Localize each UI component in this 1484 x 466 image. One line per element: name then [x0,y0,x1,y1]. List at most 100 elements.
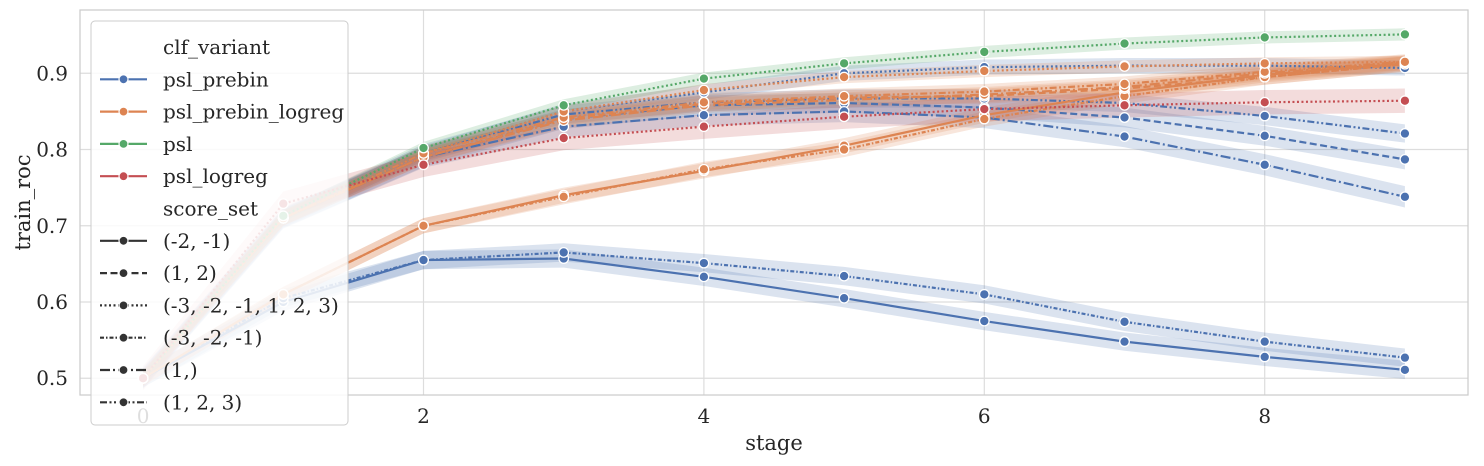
data-point [1399,153,1411,165]
data-point [838,71,850,83]
data-point [1399,364,1411,376]
series-line [142,251,1406,380]
data-point [1399,352,1411,364]
data-point [1259,159,1271,171]
data-point [698,109,710,121]
data-point [978,315,990,327]
confidence-band [143,88,1405,391]
legend-marker [118,397,129,408]
series-lines [142,33,1406,380]
data-point [698,84,710,96]
data-point [978,103,990,115]
series-line [142,60,1405,379]
data-point [558,99,570,111]
data-point [418,254,429,266]
legend-marker [118,171,129,182]
data-point [1259,31,1271,43]
data-point [838,144,850,155]
legend-label: psl [163,132,192,156]
y-tick-label: 0.7 [36,214,68,238]
data-point [698,257,710,269]
data-point [698,73,710,85]
legend-style-title: score_set [163,197,258,221]
confidence-band [143,58,1405,386]
data-point [978,113,990,125]
x-axis-label: stage [745,431,803,455]
data-point [1119,78,1130,90]
y-axis-label: train_roc [11,154,35,250]
y-tick-label: 0.9 [36,61,68,85]
data-point [1119,336,1130,348]
data-point [698,271,710,283]
data-point [1399,56,1411,68]
data-point [1259,57,1271,69]
data-point [1119,99,1130,111]
data-point [418,220,429,232]
data-point [698,121,710,133]
legend-label: psl_logreg [163,164,268,188]
legend-marker [118,332,129,343]
data-point [1399,95,1411,107]
series-line [142,257,1406,380]
data-point [838,292,850,304]
legend-box [90,20,349,426]
legend-marker [118,300,129,311]
series-line [142,63,1406,380]
legend-hue-title: clf_variant [163,35,270,59]
series-line [142,99,1405,379]
data-point [838,90,850,102]
data-point [1119,316,1130,328]
data-point [1259,96,1271,108]
data-point [978,86,990,98]
data-point [1259,351,1271,363]
legend-label: (-2, -1) [163,229,230,253]
legend-label: psl_prebin_logreg [163,100,344,124]
legend-marker [118,268,129,279]
data-point [558,246,570,258]
y-tick-label: 0.8 [36,138,68,162]
series-line [142,60,1405,379]
legend-marker [118,106,129,117]
legend-marker [118,74,129,85]
plot-frame [79,9,1469,396]
x-tick-label: 2 [417,404,430,428]
x-tick-label: 8 [1258,404,1271,428]
legend-label: (-3, -2, -1) [163,326,262,350]
legend: clf_variant score_set psl_prebin psl_preb… [90,20,349,426]
data-point [1119,38,1130,49]
confidence-band [143,243,1405,388]
series-line [142,33,1405,379]
data-point [1399,128,1411,139]
legend-label: (1, 2, 3) [163,390,242,414]
legend-label: (1,) [163,358,198,382]
data-point [698,96,710,108]
y-tick-label: 0.5 [36,366,68,390]
data-point [1259,110,1271,122]
data-point [838,111,850,123]
legend-marker [118,364,129,376]
data-point [558,132,570,144]
data-point [978,46,990,58]
series-line [142,61,1405,379]
x-tick-label: 4 [698,404,711,428]
data-point [978,288,990,300]
data-point [418,142,429,154]
data-point [838,57,850,69]
data-point [1399,28,1411,40]
data-point [698,163,710,175]
x-tick-label: 6 [978,404,991,428]
legend-label: (-3, -2, -1, 1, 2, 3) [163,293,339,317]
legend-marker [118,138,129,149]
data-point [1119,131,1130,143]
data-point [1259,336,1271,348]
legend-marker [118,235,129,246]
legend-label: (1, 2) [163,261,217,285]
data-point [558,191,570,203]
legend-label: psl_prebin [163,67,269,91]
data-point [1259,130,1271,142]
data-point [1119,60,1130,72]
data-point [838,270,850,282]
data-point [1119,112,1130,123]
